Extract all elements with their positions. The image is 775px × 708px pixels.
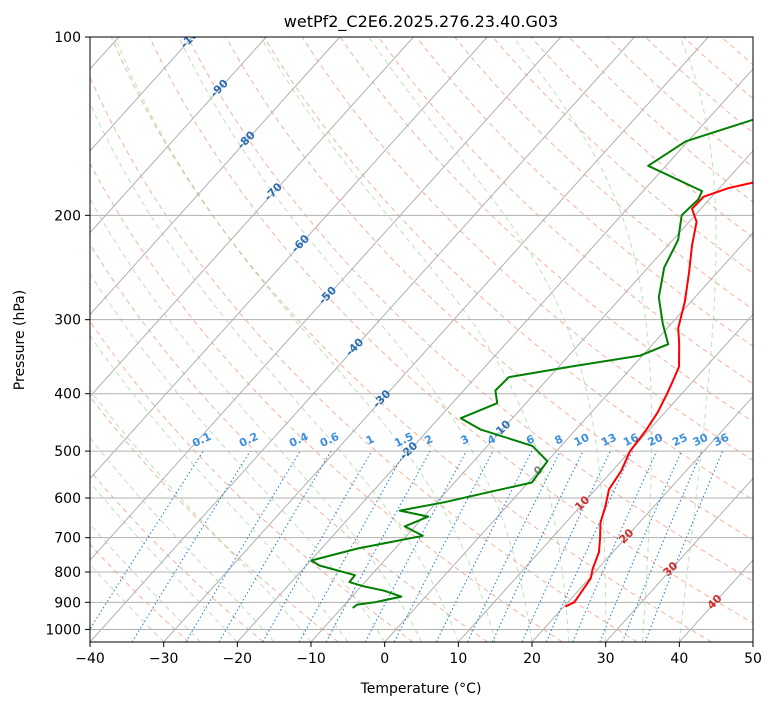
mixing-ratio-line bbox=[572, 450, 658, 642]
x-tick-label: −10 bbox=[296, 651, 326, 667]
isotherm-line bbox=[310, 150, 753, 642]
moist-adiabat bbox=[368, 37, 607, 642]
dry-adiabat bbox=[90, 469, 264, 642]
y-tick-label: 700 bbox=[54, 531, 81, 547]
moist-adiabat bbox=[90, 437, 275, 642]
dry-adiabat bbox=[90, 243, 488, 642]
y-tick-label: 500 bbox=[54, 444, 81, 460]
x-tick-label: −40 bbox=[75, 651, 105, 667]
moist-adiabat bbox=[114, 37, 496, 642]
isotherm-line bbox=[531, 395, 753, 642]
y-tick-label: 400 bbox=[54, 387, 81, 403]
mixing-ratio-label: 10 bbox=[572, 431, 592, 449]
dewpoint-profile bbox=[310, 118, 753, 609]
isotherm-line bbox=[90, 37, 488, 480]
mixing-ratio-label-text: 30 bbox=[691, 431, 711, 449]
moist-adiabat bbox=[90, 523, 201, 642]
dry-adiabat bbox=[225, 37, 753, 541]
mixing-ratio-line bbox=[621, 450, 703, 642]
moist-adiabat bbox=[178, 37, 533, 642]
y-tick-label: 300 bbox=[54, 313, 81, 329]
moist-adiabat bbox=[90, 563, 165, 642]
x-axis: −40 −30 −20 −10 0 10 20 30 40 50 bbox=[75, 642, 762, 667]
mixing-ratio-line bbox=[599, 450, 682, 642]
isotherm-line bbox=[384, 232, 753, 642]
moist-adiabat bbox=[90, 481, 238, 642]
moist-adiabat bbox=[90, 197, 422, 642]
mixing-ratio-label-text: 10 bbox=[572, 431, 592, 449]
x-axis-label: Temperature (°C) bbox=[360, 681, 482, 697]
x-tick-label: 30 bbox=[597, 651, 615, 667]
mixing-ratio-label: 36 bbox=[712, 431, 732, 449]
mixing-ratio-line bbox=[131, 450, 251, 642]
moist-adiabat bbox=[512, 37, 653, 642]
x-tick-label: −20 bbox=[223, 651, 253, 667]
background-lines bbox=[90, 37, 753, 642]
mixing-ratio-line bbox=[364, 450, 467, 642]
mixing-ratio-line bbox=[545, 450, 633, 642]
moist-adiabat bbox=[90, 272, 386, 642]
isotherm-line bbox=[90, 37, 414, 398]
mixing-ratio-label-text: 13 bbox=[599, 431, 618, 449]
mixing-ratio-line bbox=[644, 450, 724, 642]
temperature-profile bbox=[564, 181, 753, 608]
dry-adiabat bbox=[90, 162, 563, 642]
x-tick-label: 20 bbox=[523, 651, 541, 667]
y-tick-label: 800 bbox=[54, 565, 81, 581]
moist-adiabat bbox=[90, 102, 459, 642]
dry-adiabat bbox=[148, 37, 753, 624]
isotherm-line bbox=[236, 68, 753, 642]
mixing-ratio-label: 13 bbox=[599, 431, 618, 449]
y-tick-label: 200 bbox=[54, 208, 81, 224]
y-tick-label: 600 bbox=[54, 491, 81, 507]
dry-adiabat bbox=[416, 37, 753, 347]
isotherm-line bbox=[90, 37, 267, 234]
isotherm-line bbox=[90, 37, 562, 561]
y-tick-label: 100 bbox=[54, 30, 81, 46]
dry-adiabat bbox=[187, 37, 753, 582]
y-axis: 100 200 300 400 500 600 700 800 900 1000 bbox=[45, 30, 90, 638]
dry-adiabat bbox=[110, 37, 712, 642]
isotherm-line bbox=[90, 37, 341, 316]
mixing-ratio-label: 30 bbox=[691, 431, 711, 449]
mixing-ratio-label: 25 bbox=[670, 431, 689, 449]
plot-frame bbox=[89, 36, 754, 643]
dry-adiabat bbox=[90, 76, 638, 642]
mixing-ratio-line bbox=[325, 450, 431, 642]
mixing-ratio-label-text: 36 bbox=[712, 431, 732, 449]
moist-adiabat bbox=[678, 37, 717, 642]
isotherm-line bbox=[90, 37, 193, 152]
x-tick-label: 10 bbox=[449, 651, 467, 667]
y-tick-label: 1000 bbox=[45, 622, 81, 638]
mixing-ratio-label-text: 20 bbox=[646, 431, 666, 449]
isotherm-line bbox=[457, 313, 753, 642]
mixing-ratio-line bbox=[90, 450, 204, 630]
x-tick-label: −30 bbox=[149, 651, 179, 667]
y-tick-label: 900 bbox=[54, 595, 81, 611]
x-tick-label: 50 bbox=[744, 651, 762, 667]
sounding-profiles bbox=[310, 118, 753, 609]
isotherm-line bbox=[163, 37, 709, 642]
mixing-ratio-line bbox=[298, 450, 406, 642]
mixing-ratio-label-text: 25 bbox=[670, 431, 689, 449]
mixing-ratio-line bbox=[435, 450, 533, 642]
chart-title: wetPf2_C2E6.2025.276.23.40.G03 bbox=[284, 12, 558, 32]
dry-adiabat bbox=[263, 37, 753, 501]
y-axis-label: Pressure (hPa) bbox=[12, 290, 28, 390]
isotherm-line bbox=[90, 37, 635, 642]
dry-adiabat bbox=[301, 37, 753, 462]
x-tick-label: 0 bbox=[380, 651, 389, 667]
moist-adiabat bbox=[260, 37, 570, 642]
mixing-ratio-label: 20 bbox=[646, 431, 666, 449]
x-tick-label: 40 bbox=[670, 651, 688, 667]
isotherm-line bbox=[605, 477, 753, 642]
